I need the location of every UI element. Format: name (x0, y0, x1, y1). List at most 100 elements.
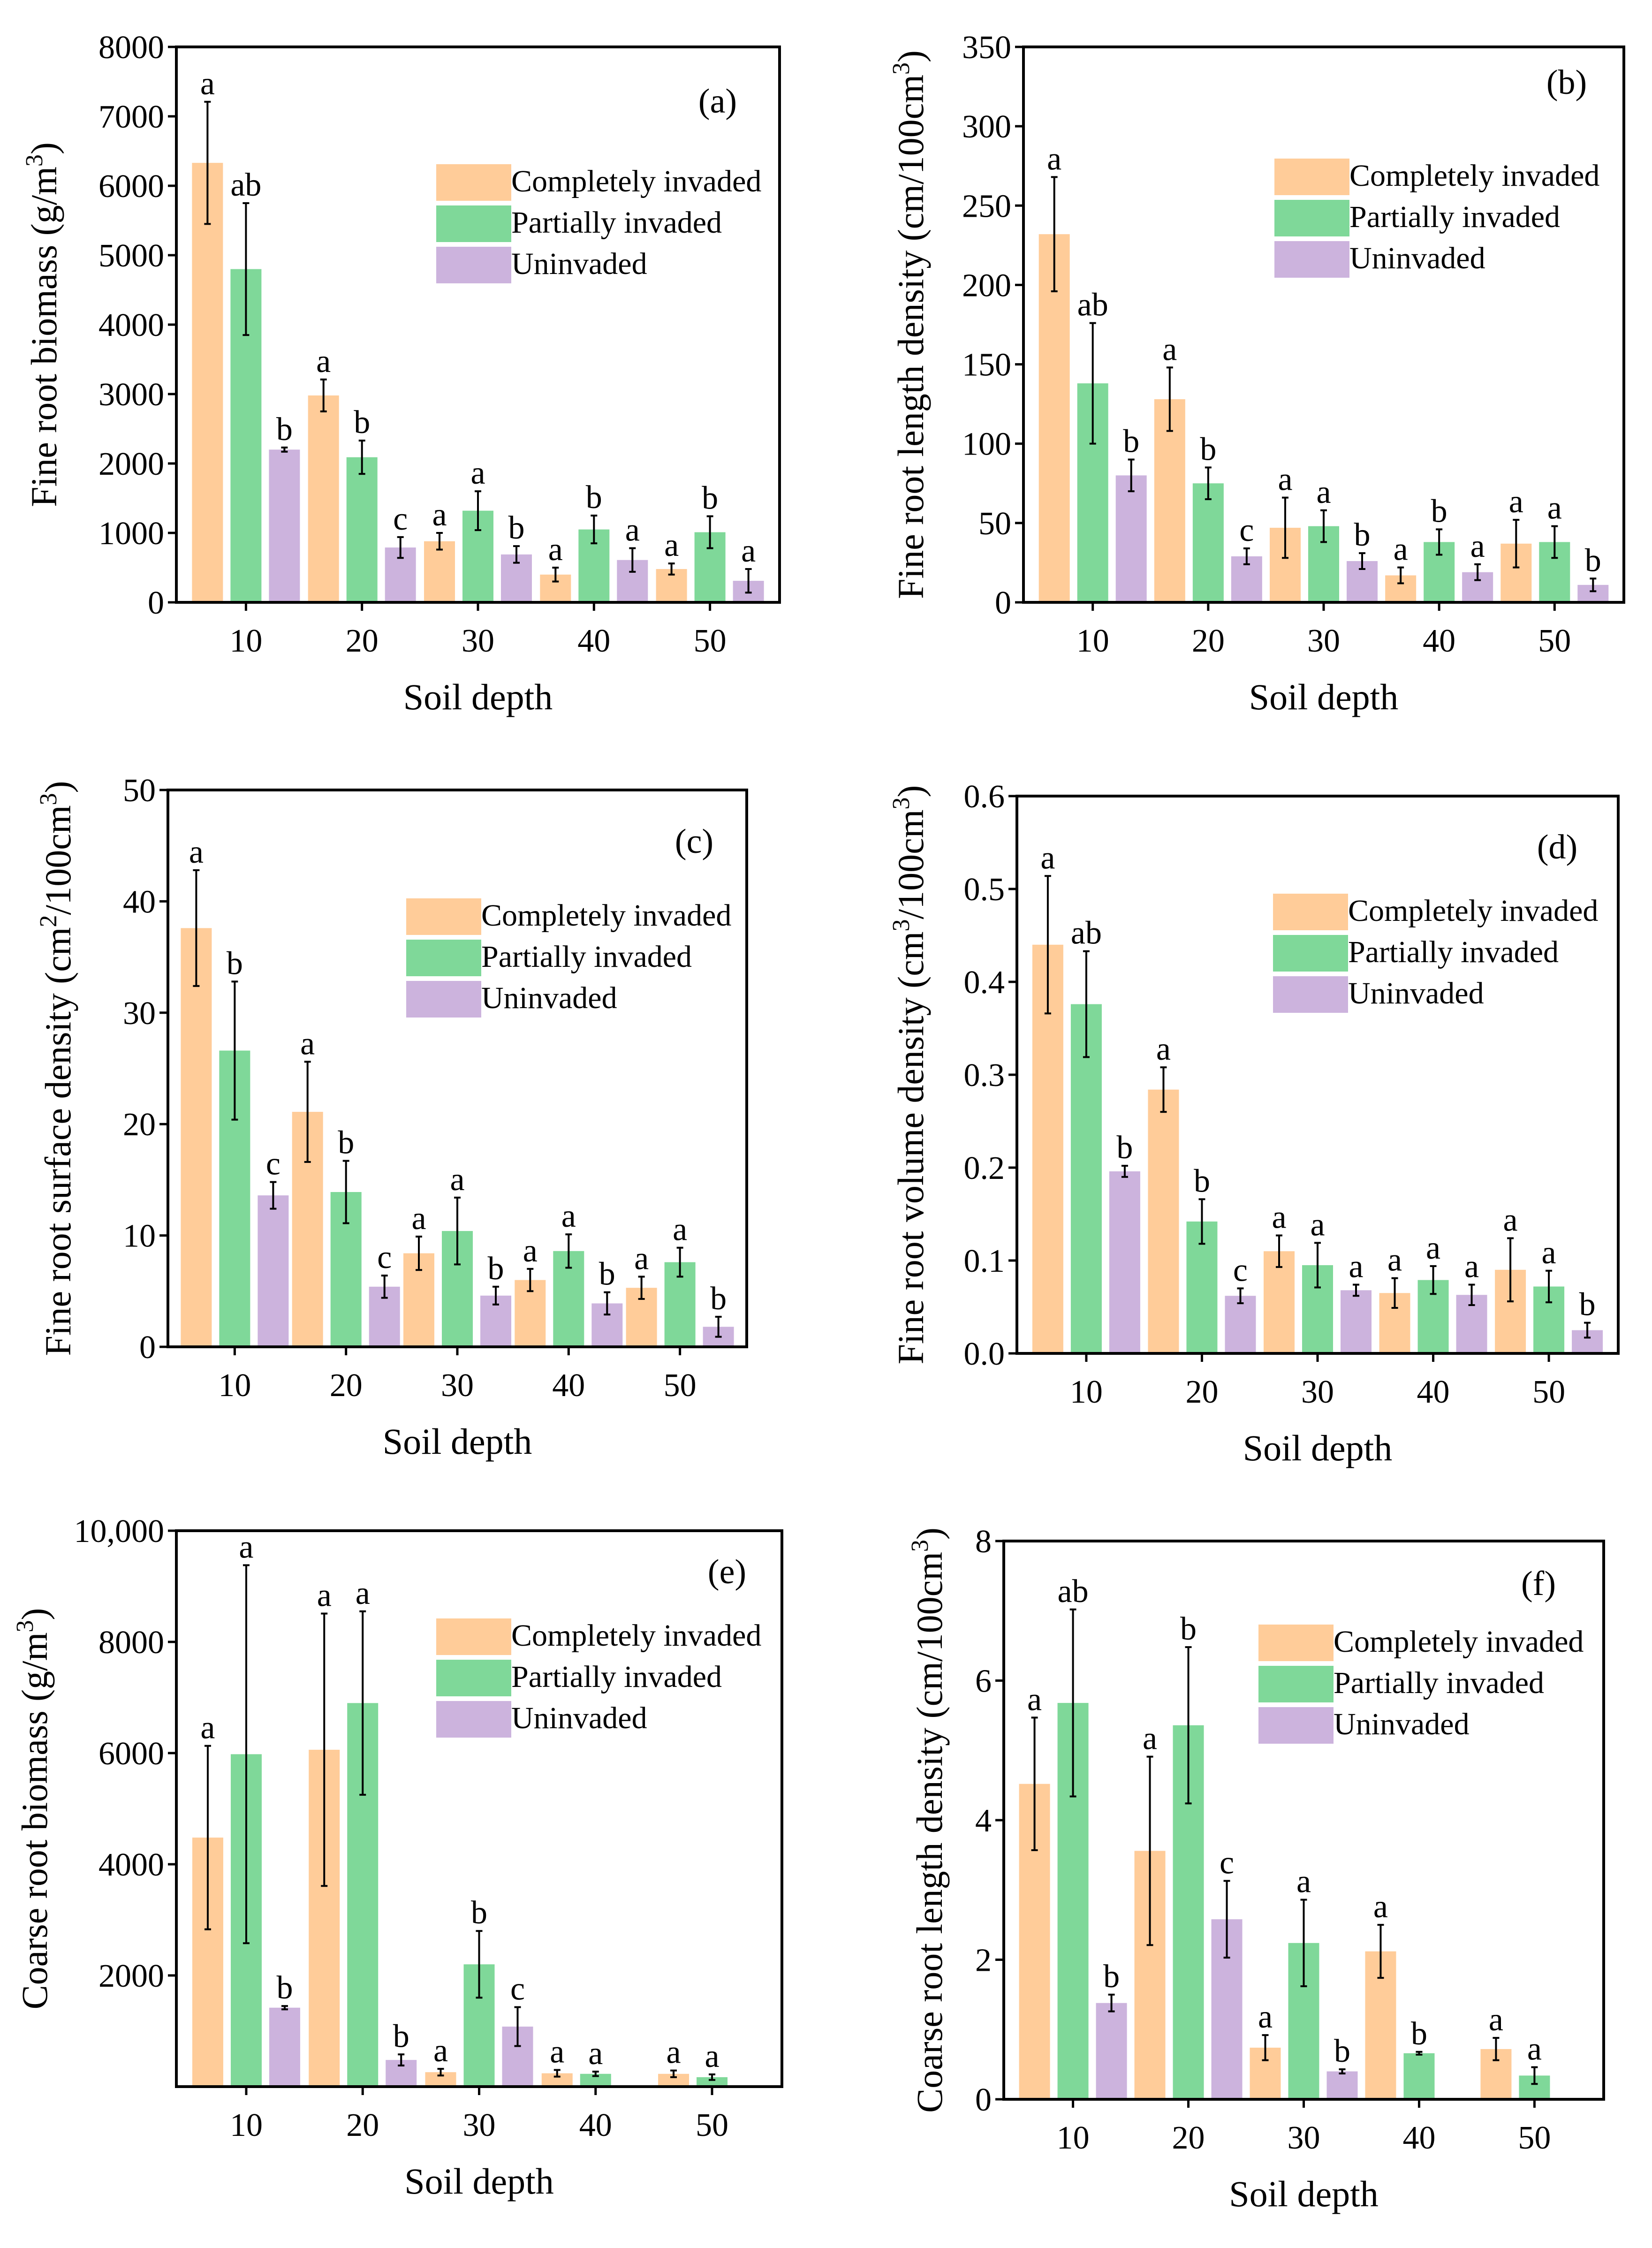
x-tick-label: 50 (1532, 1374, 1565, 1410)
y-tick-label: 50 (978, 506, 1011, 542)
x-axis-label: Soil depth (404, 2161, 554, 2202)
x-tick-label: 40 (1417, 1374, 1450, 1410)
y-tick-label: 0.5 (964, 872, 1005, 908)
significance-letter: a (1272, 1200, 1286, 1236)
y-tick-label: 4000 (99, 1847, 164, 1883)
legend-swatch (436, 1660, 511, 1696)
legend-label: Uninvaded (1334, 1707, 1470, 1741)
significance-letter: a (432, 497, 447, 533)
y-tick-label: 8000 (99, 30, 164, 66)
significance-letter: a (1278, 462, 1292, 498)
x-tick-label: 10 (1070, 1374, 1103, 1410)
significance-letter: a (523, 1233, 538, 1269)
significance-letter: b (599, 1256, 615, 1292)
panel-label: (d) (1537, 828, 1577, 866)
y-axis-label-part: /100cm (38, 805, 78, 915)
bar (1225, 1296, 1256, 1353)
bar (1154, 399, 1185, 602)
legend-label: Completely invaded (1349, 159, 1599, 193)
legend-label: Partially invaded (1349, 200, 1560, 234)
legend-swatch (1274, 241, 1349, 278)
legend-swatch (406, 898, 481, 935)
significance-letter: a (200, 66, 215, 102)
x-tick-label: 20 (1185, 1374, 1218, 1410)
y-tick-label: 150 (962, 347, 1011, 383)
significance-letter: b (488, 1251, 504, 1287)
significance-letter: a (666, 2035, 681, 2071)
x-tick-label: 50 (664, 1367, 697, 1404)
x-tick-label: 30 (1301, 1374, 1334, 1410)
significance-letter: a (1040, 840, 1055, 876)
bar (1115, 475, 1147, 602)
legend-swatch (1274, 159, 1349, 195)
significance-letter: a (411, 1200, 426, 1237)
x-tick-label: 10 (1057, 2120, 1090, 2156)
significance-letter: b (1579, 1287, 1596, 1323)
significance-letter: a (433, 2033, 448, 2069)
y-tick-label: 0.2 (964, 1150, 1005, 1186)
y-tick-label: 4000 (99, 307, 164, 343)
significance-letter: a (1156, 1031, 1171, 1067)
y-axis-label-superscript: 3 (21, 154, 48, 167)
x-tick-label: 30 (1288, 2120, 1320, 2156)
y-tick-label: 6000 (99, 1736, 164, 1772)
y-tick-label: 8 (975, 1524, 992, 1560)
y-axis-label-superscript: 3 (12, 1620, 38, 1633)
significance-letter: a (1143, 1721, 1157, 1757)
legend-label: Completely invaded (1334, 1625, 1584, 1659)
legend-swatch (1273, 894, 1348, 930)
y-tick-label: 8000 (99, 1625, 164, 1661)
legend-swatch (1258, 1666, 1334, 1702)
panel-label: (b) (1546, 63, 1587, 102)
y-axis-label-part: Coarse root length density (cm/100cm (909, 1552, 950, 2113)
significance-letter: b (1103, 1959, 1120, 1995)
y-tick-label: 10 (123, 1218, 156, 1254)
legend-swatch (436, 1618, 511, 1655)
x-tick-label: 20 (346, 623, 379, 659)
significance-letter: a (1373, 1889, 1388, 1925)
significance-letter: b (586, 479, 602, 516)
x-tick-label: 40 (579, 2107, 612, 2143)
bar (346, 457, 378, 602)
y-tick-label: 50 (123, 773, 156, 809)
significance-letter: b (508, 510, 525, 546)
significance-letter: c (266, 1146, 280, 1182)
x-tick-label: 50 (694, 623, 727, 659)
significance-letter: b (276, 411, 293, 448)
x-tick-label: 20 (346, 2107, 379, 2143)
significance-letter: b (1180, 1611, 1197, 1647)
x-axis-label: Soil depth (1229, 2173, 1379, 2214)
x-tick-label: 10 (1076, 623, 1109, 659)
x-axis-label: Soil depth (383, 1421, 532, 1462)
bar (1096, 2003, 1127, 2099)
significance-letter: b (1116, 1130, 1133, 1166)
x-axis-label: Soil depth (403, 676, 553, 717)
significance-letter: a (550, 2034, 564, 2070)
y-axis-label-part: Fine root volume density (cm (890, 932, 931, 1365)
significance-letter: a (548, 532, 563, 568)
y-axis-label-superscript: 3 (888, 797, 915, 810)
y-tick-label: 0 (139, 1329, 156, 1366)
y-tick-label: 0 (975, 2082, 992, 2118)
x-axis-label: Soil depth (1249, 676, 1399, 717)
y-tick-label: 300 (962, 109, 1011, 145)
legend-swatch (1273, 976, 1348, 1013)
y-axis-label-superscript: 3 (888, 919, 915, 932)
legend-label: Partially invaded (481, 940, 692, 974)
significance-letter: a (741, 533, 756, 569)
y-tick-label: 0.0 (964, 1336, 1005, 1372)
y-tick-label: 5000 (99, 238, 164, 274)
significance-letter: a (1426, 1230, 1440, 1266)
legend-swatch (1258, 1625, 1334, 1661)
significance-letter: a (1503, 1202, 1518, 1238)
legend-swatch (1258, 1707, 1334, 1744)
significance-letter: a (1509, 484, 1523, 520)
legend-label: Completely invaded (1348, 894, 1598, 928)
x-tick-label: 50 (1538, 623, 1571, 659)
legend-label: Uninvaded (1349, 241, 1485, 275)
y-axis-label-part: Fine root length density (cm/100cm (890, 75, 931, 599)
bar (1326, 2071, 1358, 2099)
y-axis-label-part: ) (38, 781, 78, 793)
y-axis-label-part: ) (23, 142, 64, 154)
